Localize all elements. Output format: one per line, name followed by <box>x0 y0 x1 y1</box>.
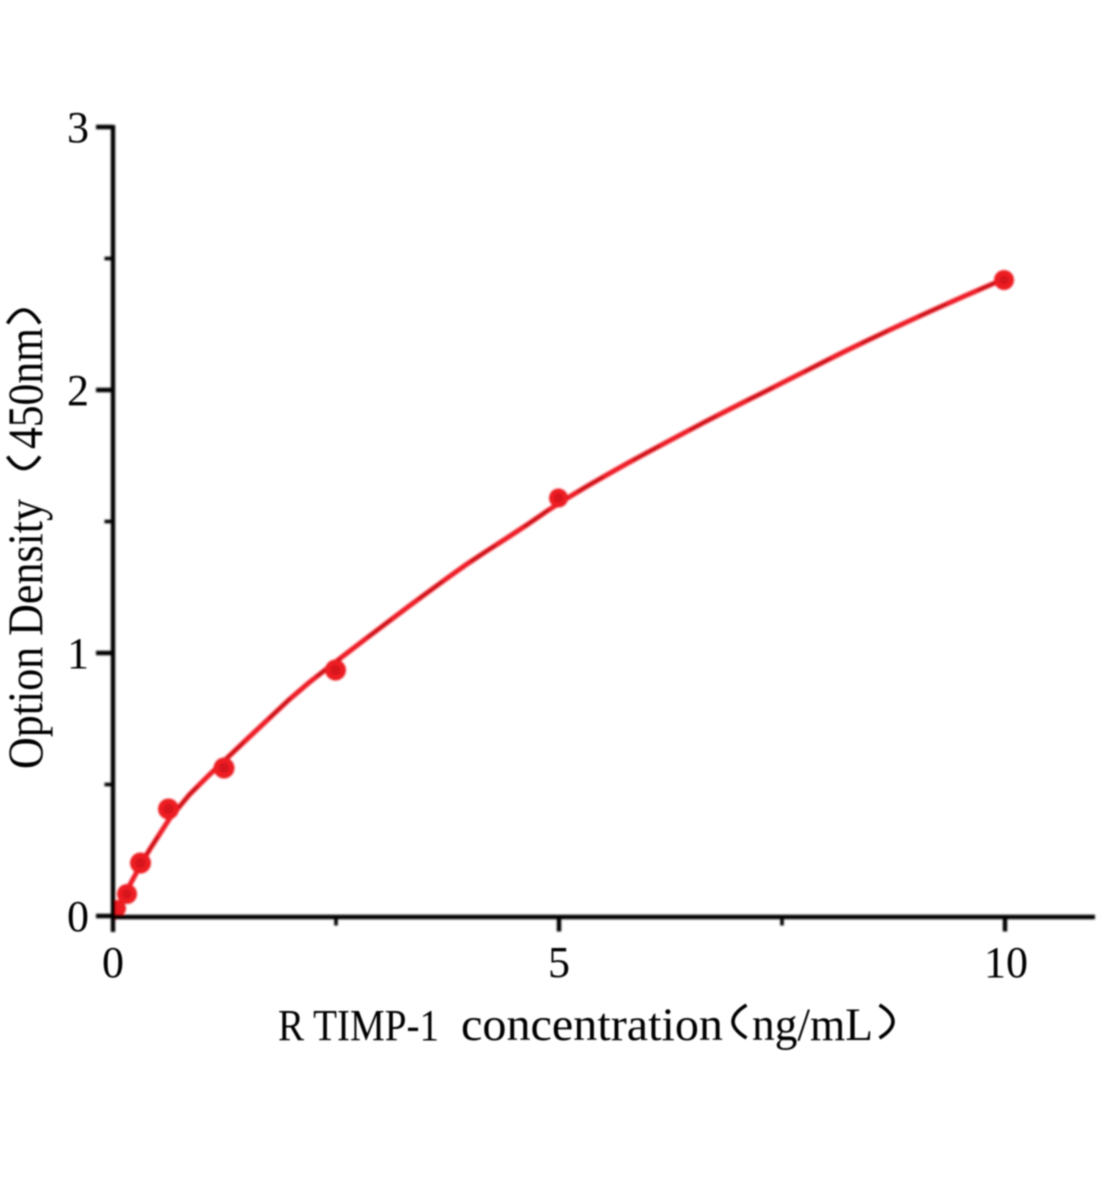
svg-text:3: 3 <box>67 103 89 152</box>
svg-text:1: 1 <box>67 629 89 678</box>
svg-text:0: 0 <box>102 938 124 987</box>
svg-text:2: 2 <box>67 366 89 415</box>
svg-text:0: 0 <box>67 892 89 941</box>
svg-text:Option Density450nm: Option Density450nm <box>0 328 53 769</box>
svg-text:10: 10 <box>984 938 1028 987</box>
svg-text:5: 5 <box>548 938 570 987</box>
